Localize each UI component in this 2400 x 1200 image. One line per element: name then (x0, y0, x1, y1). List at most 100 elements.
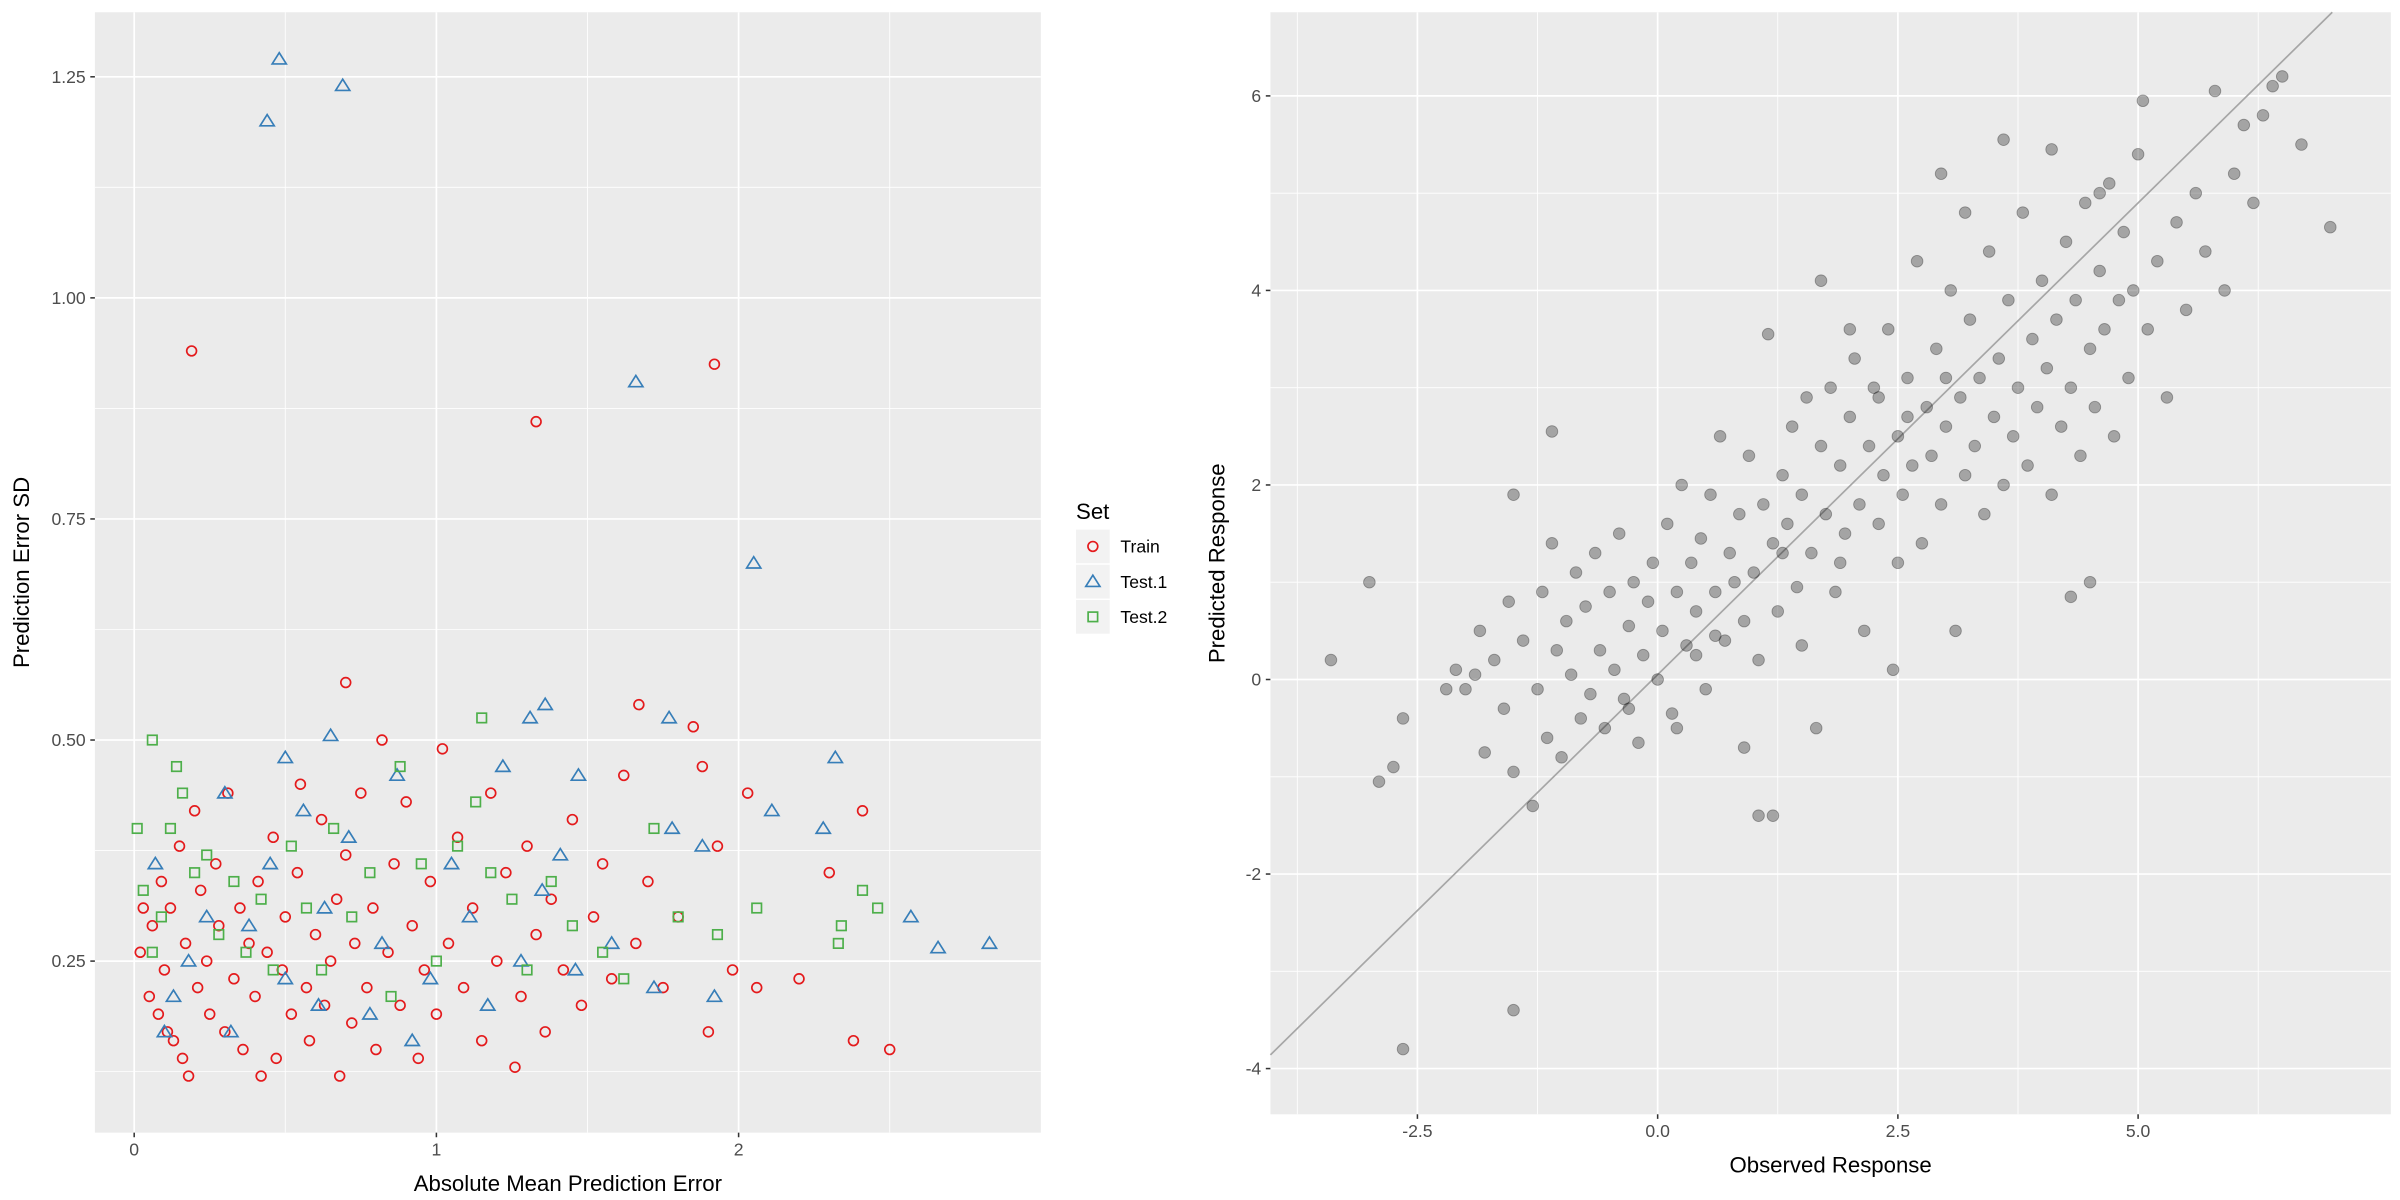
point-test-1 (603, 935, 621, 950)
point-train (708, 358, 721, 370)
point-train (530, 928, 542, 941)
point-observation (2074, 449, 2087, 463)
point-observation (1584, 687, 1597, 701)
point-train (430, 1008, 443, 1020)
point-train (324, 955, 337, 967)
point-observation (1958, 206, 1972, 219)
point-observation (2324, 220, 2337, 234)
point-observation (1906, 459, 1919, 472)
point-observation (1891, 430, 1905, 443)
point-test-1 (569, 767, 588, 782)
point-observation (1468, 668, 1482, 681)
point-observation (2227, 167, 2241, 180)
point-train (509, 1061, 521, 1073)
point-test-1 (929, 939, 947, 954)
point-observation (1805, 546, 1818, 560)
point-train (185, 345, 198, 357)
point-observation (1579, 600, 1592, 613)
left-points (131, 51, 999, 1082)
point-test-2 (164, 822, 177, 835)
point-test-1 (270, 51, 288, 65)
point-observation (1646, 556, 1660, 570)
point-train (500, 866, 512, 879)
point-observation (2170, 216, 2183, 229)
point-test-1 (240, 917, 258, 932)
point-test-2 (597, 946, 609, 958)
point-test-2 (394, 760, 406, 773)
left-y-axis-title: Prediction Error SD (9, 477, 34, 668)
legend-key-train (1087, 540, 1099, 553)
legend: Set Train Test.1 Test.2 (1076, 499, 1167, 634)
point-train (333, 1070, 346, 1082)
point-test-2 (566, 920, 578, 932)
point-observation (2160, 391, 2174, 404)
point-train (847, 1034, 860, 1047)
point-test-2 (476, 712, 488, 724)
point-test-2 (213, 928, 225, 941)
point-test-2 (648, 822, 660, 835)
point-test-2 (228, 875, 240, 888)
point-train (261, 946, 273, 958)
point-train (303, 1034, 316, 1047)
point-train (167, 1034, 180, 1047)
point-test-1 (763, 802, 781, 817)
left-tick-labels: 0 1 2 0.25 0.50 0.75 1.00 1.25 (51, 67, 743, 1160)
legend-label: Test.2 (1120, 607, 1167, 627)
point-observation (2045, 143, 2058, 156)
point-train (539, 1026, 551, 1038)
point-observation (1915, 537, 1929, 550)
point-observation (1685, 556, 1698, 570)
point-observation (2021, 459, 2034, 472)
point-train (309, 928, 322, 941)
point-test-2 (430, 955, 442, 967)
point-train (330, 893, 343, 905)
point-test-1 (403, 1032, 421, 1047)
point-observation (1992, 352, 2006, 365)
point-test-2 (415, 858, 427, 870)
point-observation (2218, 284, 2231, 297)
point-observation (1593, 644, 1607, 657)
point-observation (2026, 332, 2039, 346)
point-train (370, 1043, 382, 1056)
point-test-1 (322, 727, 340, 742)
point-train (228, 973, 240, 985)
point-test-1 (693, 838, 711, 852)
point-observation (2064, 590, 2078, 604)
point-observation (1478, 746, 1491, 759)
point-test-1 (216, 785, 234, 799)
y-tick-label: 4 (1251, 281, 1261, 301)
point-observation (1555, 751, 1568, 764)
point-test-1 (421, 970, 439, 985)
point-test-1 (814, 820, 832, 835)
point-train (146, 919, 159, 932)
point-observation (2189, 186, 2203, 200)
point-observation (1660, 517, 1674, 531)
point-train (633, 698, 645, 711)
point-train (605, 973, 618, 985)
point-train (630, 937, 642, 950)
point-observation (1737, 741, 1751, 754)
point-observation (2107, 430, 2121, 443)
point-test-2 (521, 964, 533, 976)
point-test-2 (672, 911, 684, 923)
point-train (823, 866, 836, 879)
point-observation (1757, 498, 1770, 511)
point-test-1 (309, 997, 328, 1011)
point-observation (1881, 323, 1895, 336)
point-test-1 (373, 935, 391, 950)
point-observation (1973, 371, 1986, 385)
point-observation (2247, 196, 2260, 210)
point-test-2 (328, 822, 340, 835)
point-observation (1675, 478, 1688, 492)
point-test-1 (461, 908, 479, 923)
point-observation (1569, 566, 1583, 579)
point-test-2 (485, 867, 497, 879)
point-train (515, 990, 527, 1003)
point-train (418, 964, 431, 976)
right-x-axis-title: Observed Response (1729, 1152, 1931, 1177)
point-observation (1488, 653, 1501, 667)
point-train (200, 955, 213, 967)
point-test-2 (751, 902, 763, 914)
point-observation (2011, 381, 2025, 394)
point-observation (1387, 760, 1400, 774)
